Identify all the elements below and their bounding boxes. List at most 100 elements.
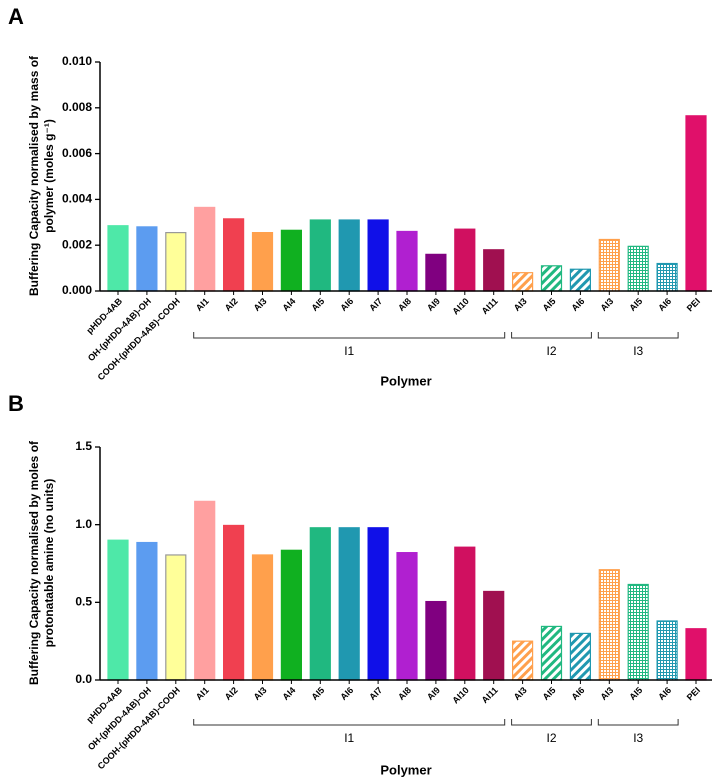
y-tick-label: 0.0	[75, 672, 92, 686]
bar	[425, 600, 447, 681]
y-tick-label: 1.0	[75, 517, 92, 531]
group-label: I1	[344, 344, 354, 358]
x-tick-label: AI3	[252, 296, 269, 313]
bar	[454, 546, 476, 681]
x-axis-label: Polymer	[380, 762, 431, 777]
x-tick-label: AI6	[570, 685, 587, 702]
bar	[627, 245, 649, 292]
y-axis-label: Buffering Capacity normalised by moles o…	[27, 440, 56, 686]
bar	[511, 640, 534, 681]
bar	[627, 583, 649, 681]
group-label: I3	[633, 344, 643, 358]
bar	[223, 524, 245, 681]
x-tick-label: AI5	[541, 685, 558, 702]
bar	[425, 253, 447, 292]
x-tick-label: AI5	[627, 296, 644, 313]
x-tick-label: AI11	[480, 685, 500, 705]
x-tick-label: AI4	[281, 685, 298, 702]
x-tick-label: AI3	[598, 296, 615, 313]
x-tick-label: AI1	[194, 296, 211, 313]
bar	[598, 569, 620, 681]
x-tick-label: AI3	[252, 685, 269, 702]
panel-label: A	[8, 4, 24, 29]
x-tick-label: AI1	[194, 685, 211, 702]
y-tick-label: 0.010	[62, 54, 92, 68]
bar	[251, 554, 274, 681]
bar	[223, 218, 245, 292]
group-bracket	[511, 332, 592, 339]
x-tick-label: AI5	[541, 296, 558, 313]
bar	[685, 628, 707, 681]
y-tick-label: 0.5	[75, 595, 92, 609]
bar	[136, 226, 158, 292]
group-bracket	[597, 332, 679, 339]
y-tick-label: 0.000	[62, 283, 92, 297]
x-tick-label: AI6	[656, 296, 673, 313]
bar	[107, 539, 129, 681]
x-tick-label: AI2	[223, 296, 240, 313]
x-tick-label: PEI	[685, 685, 702, 702]
bar	[280, 549, 302, 681]
group-bracket	[597, 719, 679, 726]
x-tick-label: AI3	[512, 296, 529, 313]
bar	[483, 249, 505, 292]
bar	[569, 268, 592, 292]
x-tick-label: AI5	[309, 685, 326, 702]
bar	[165, 554, 187, 681]
bar	[483, 590, 505, 681]
y-tick-label: 1.5	[75, 439, 92, 453]
x-tick-label: AI8	[396, 296, 413, 313]
x-tick-label: AI6	[338, 296, 355, 313]
bar	[165, 232, 187, 292]
bar	[454, 228, 476, 292]
bar	[367, 527, 389, 681]
y-tick-label: 0.004	[62, 192, 92, 206]
x-tick-label: AI5	[627, 685, 644, 702]
bar	[309, 527, 331, 681]
bar	[136, 541, 158, 681]
bar	[107, 225, 129, 292]
bar	[338, 527, 360, 681]
group-bracket	[193, 332, 506, 339]
y-axis-label: Buffering Capacity normalised by mass of…	[27, 55, 56, 297]
x-tick-label: AI10	[450, 685, 471, 706]
y-tick-label: 0.006	[62, 146, 92, 160]
bar	[656, 262, 678, 292]
y-tick-label: 0.002	[62, 237, 92, 251]
bar	[685, 115, 707, 292]
bar	[396, 552, 418, 681]
x-tick-label: AI5	[309, 296, 326, 313]
x-tick-label: AI3	[598, 685, 615, 702]
group-bracket	[193, 719, 506, 726]
x-tick-label: AI8	[396, 685, 413, 702]
x-tick-label: AI6	[338, 685, 355, 702]
bar	[367, 219, 389, 292]
bar	[194, 500, 216, 681]
bar	[540, 265, 563, 292]
group-label: I1	[344, 731, 354, 745]
group-label: I3	[633, 731, 643, 745]
bar	[540, 625, 563, 681]
x-tick-label: AI4	[281, 296, 298, 313]
panel-label: B	[8, 391, 24, 416]
x-tick-label: AI7	[367, 296, 384, 313]
y-tick-label: 0.008	[62, 100, 92, 114]
x-tick-label: AI6	[656, 685, 673, 702]
x-axis-label: Polymer	[380, 373, 431, 388]
x-tick-label: PEI	[685, 296, 702, 313]
bar	[338, 219, 360, 292]
x-tick-label: AI9	[425, 296, 442, 313]
x-tick-label: AI10	[450, 296, 471, 317]
x-tick-label: AI6	[570, 296, 587, 313]
group-bracket	[511, 719, 592, 726]
x-tick-label: AI11	[480, 296, 500, 316]
bar	[396, 230, 418, 292]
bar	[511, 272, 534, 292]
bar	[656, 620, 678, 681]
bar	[309, 219, 331, 292]
x-tick-label: AI3	[512, 685, 529, 702]
bar	[251, 232, 274, 292]
bar	[280, 229, 302, 292]
